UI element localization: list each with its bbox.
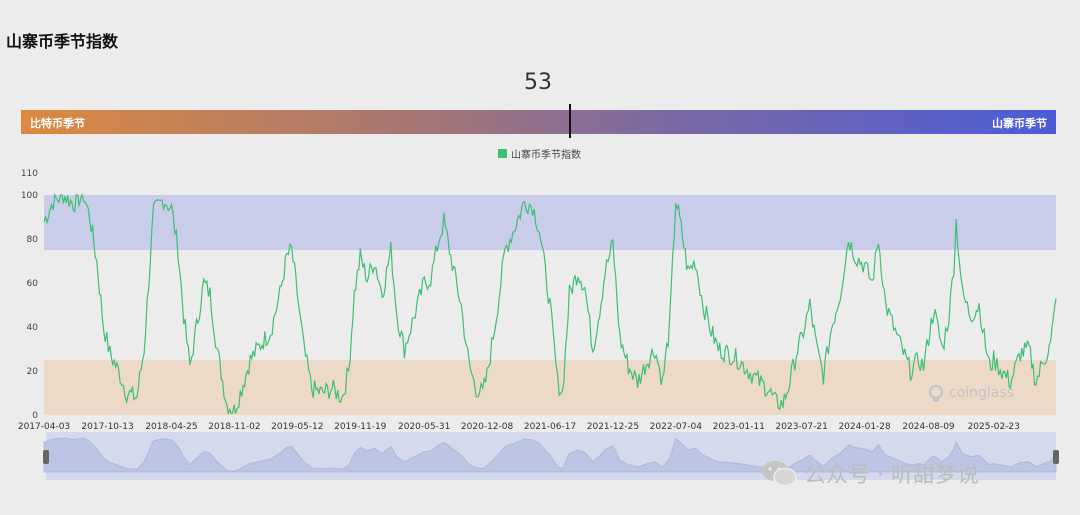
x-tick-label: 2024-01-28 [838,422,891,432]
gauge-marker [568,104,571,138]
bitcoin-season-label: 比特币季节 [30,117,85,130]
chart-legend[interactable]: 山寨币季节指数 [498,146,581,161]
altcoin-season-chart[interactable]: 0 20 40 60 80 100 110 2017-04-03 2017-10-13 2018… [0,160,1080,490]
navigator-area [43,437,1057,473]
season-gauge-bar: 比特币季节 山寨币季节 [21,104,1056,138]
coinglass-watermark: coinglass [927,383,1014,403]
y-tick-label: 100 [21,191,38,201]
index-value: 53 [524,70,552,95]
navigator-left-handle[interactable] [43,450,49,464]
navigator-right-handle[interactable] [1053,450,1059,464]
coinglass-logo-icon [929,385,943,402]
y-axis-ticks: 0 20 40 60 80 100 110 [21,169,38,421]
chart-band-0 [44,195,1056,250]
y-tick-label: 80 [27,235,39,245]
chart-band-1 [44,360,1056,415]
x-tick-label: 2021-12-25 [587,422,639,432]
page-title: 山寨币季节指数 [6,32,119,51]
x-tick-label: 2018-11-02 [208,422,260,432]
chart-bands [44,195,1056,415]
series-line [43,192,1057,415]
x-tick-label: 2023-07-21 [776,422,828,432]
legend-label: 山寨币季节指数 [511,150,581,161]
wechat-watermark: 公众号 · 听甜梦说 [760,457,979,489]
legend-swatch [498,149,507,158]
x-tick-label: 2019-11-19 [334,422,387,432]
wechat-text: 公众号 · 听甜梦说 [804,463,979,488]
altcoin-season-label: 山寨币季节 [992,117,1047,130]
coinglass-text: coinglass [949,385,1014,401]
x-tick-label: 2017-04-03 [18,422,70,432]
x-tick-label: 2025-02-23 [968,422,1020,432]
y-tick-label: 60 [27,279,39,289]
x-tick-label: 2018-04-25 [145,422,197,432]
y-tick-label: 0 [32,411,38,421]
x-tick-label: 2024-08-09 [902,422,955,432]
wechat-icon [762,461,797,487]
x-tick-label: 2020-05-31 [398,422,450,432]
x-tick-label: 2023-01-11 [713,422,765,432]
x-tick-label: 2019-05-12 [271,422,323,432]
y-tick-label: 110 [21,169,38,179]
x-tick-label: 2021-06-17 [524,422,576,432]
x-tick-label: 2017-10-13 [81,422,133,432]
y-tick-label: 40 [27,323,39,333]
x-tick-label: 2020-12-08 [461,422,514,432]
x-axis-ticks: 2017-04-03 2017-10-13 2018-04-25 2018-11-02… [18,422,1020,432]
x-tick-label: 2022-07-04 [650,422,703,432]
y-tick-label: 20 [27,367,39,377]
